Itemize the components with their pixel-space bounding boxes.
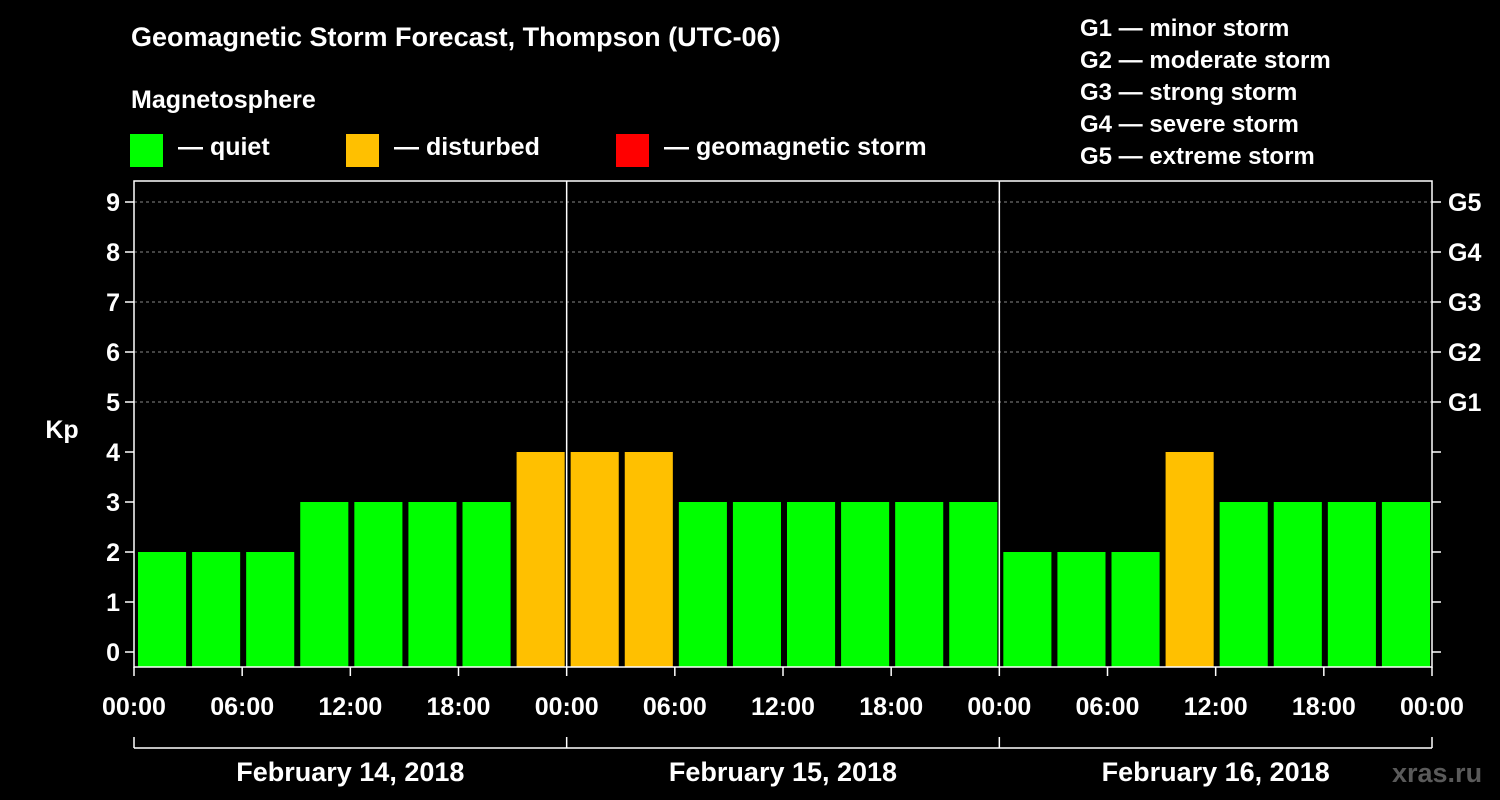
right-axis-label-g1: G1 <box>1448 389 1481 417</box>
legend-title: Magnetosphere <box>131 86 316 114</box>
right-axis-label-g5: G5 <box>1448 189 1481 217</box>
date-label-0: February 14, 2018 <box>236 757 464 787</box>
bar-4 <box>354 502 403 667</box>
bar-12 <box>787 502 836 667</box>
x-tick-label-6: 12:00 <box>751 693 815 721</box>
bar-7 <box>516 452 565 667</box>
x-tick-label-12: 00:00 <box>1400 693 1464 721</box>
x-tick-label-3: 18:00 <box>427 693 491 721</box>
bar-14 <box>895 502 944 667</box>
x-tick-label-4: 00:00 <box>535 693 599 721</box>
y-tick-label-2: 2 <box>106 539 120 567</box>
scale-g2: G2 — moderate storm <box>1080 47 1331 74</box>
y-tick-label-5: 5 <box>106 389 120 417</box>
x-tick-label-0: 00:00 <box>102 693 166 721</box>
bar-23 <box>1381 502 1430 667</box>
x-tick-label-7: 18:00 <box>859 693 923 721</box>
bar-9 <box>624 452 673 667</box>
bar-11 <box>732 502 781 667</box>
y-tick-label-9: 9 <box>106 189 120 217</box>
x-tick-label-8: 00:00 <box>967 693 1031 721</box>
legend-label-quiet: — quiet <box>178 133 270 161</box>
right-axis-label-g3: G3 <box>1448 289 1481 317</box>
y-tick-label-0: 0 <box>106 639 120 667</box>
bar-17 <box>1057 552 1106 667</box>
x-tick-label-9: 06:00 <box>1076 693 1140 721</box>
bar-2 <box>246 552 295 667</box>
bar-5 <box>408 502 457 667</box>
x-tick-label-11: 18:00 <box>1292 693 1356 721</box>
legend-swatch-storm <box>616 134 649 167</box>
legend-label-storm: — geomagnetic storm <box>664 133 927 161</box>
bar-3 <box>300 502 349 667</box>
bar-6 <box>462 502 511 667</box>
right-axis-label-g4: G4 <box>1448 239 1481 267</box>
bar-0 <box>138 552 187 667</box>
legend-swatch-disturbed <box>346 134 379 167</box>
bar-21 <box>1273 502 1322 667</box>
bar-1 <box>192 552 241 667</box>
x-tick-label-2: 12:00 <box>318 693 382 721</box>
x-tick-label-10: 12:00 <box>1184 693 1248 721</box>
y-axis-label: Kp <box>45 416 78 444</box>
date-label-1: February 15, 2018 <box>669 757 897 787</box>
bar-20 <box>1219 502 1268 667</box>
date-label-2: February 16, 2018 <box>1102 757 1330 787</box>
y-tick-label-8: 8 <box>106 239 120 267</box>
bar-15 <box>949 502 998 667</box>
x-tick-label-5: 06:00 <box>643 693 707 721</box>
scale-g4: G4 — severe storm <box>1080 111 1299 138</box>
y-tick-label-4: 4 <box>106 439 120 467</box>
y-tick-label-7: 7 <box>106 289 120 317</box>
scale-g5: G5 — extreme storm <box>1080 143 1315 170</box>
bar-10 <box>678 502 727 667</box>
scale-g1: G1 — minor storm <box>1080 15 1290 42</box>
bar-8 <box>570 452 619 667</box>
x-tick-label-1: 06:00 <box>210 693 274 721</box>
legend-label-disturbed: — disturbed <box>394 133 540 161</box>
y-tick-label-3: 3 <box>106 489 120 517</box>
y-tick-label-1: 1 <box>106 589 120 617</box>
bar-13 <box>841 502 890 667</box>
watermark: xras.ru <box>1392 758 1483 788</box>
bar-16 <box>1003 552 1052 667</box>
bar-22 <box>1327 502 1376 667</box>
right-axis-label-g2: G2 <box>1448 339 1481 367</box>
bar-19 <box>1165 452 1214 667</box>
scale-g3: G3 — strong storm <box>1080 79 1298 106</box>
y-tick-label-6: 6 <box>106 339 120 367</box>
bar-18 <box>1111 552 1160 667</box>
chart-title: Geomagnetic Storm Forecast, Thompson (UT… <box>131 22 781 52</box>
legend-swatch-quiet <box>130 134 163 167</box>
